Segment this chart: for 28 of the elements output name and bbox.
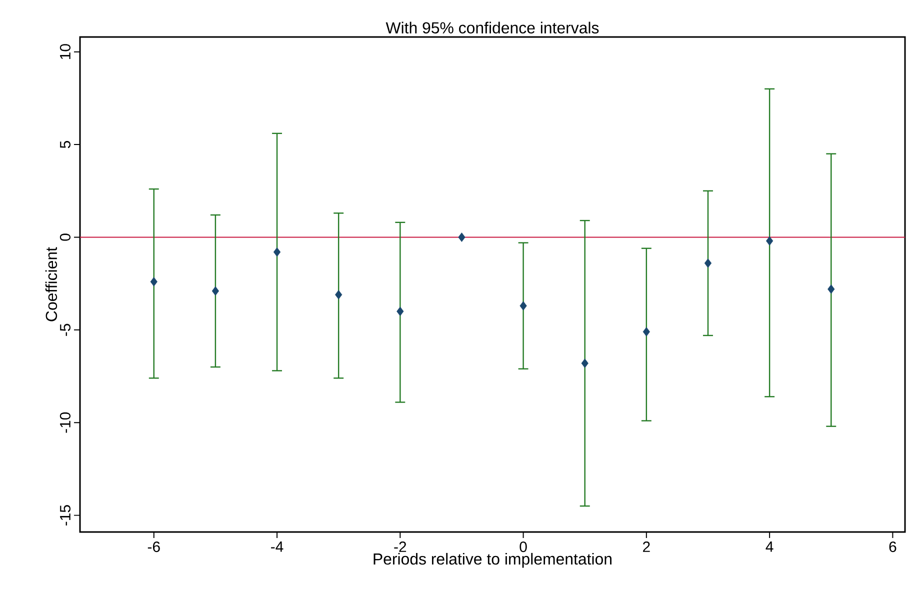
x-tick-label: 2 — [643, 541, 650, 552]
y-tick-label: 0 — [60, 234, 70, 241]
x-tick-label: 0 — [520, 541, 527, 552]
point — [642, 327, 650, 336]
y-tick-label: 5 — [60, 140, 70, 148]
point — [704, 258, 712, 268]
y-axis-title: Coefficient — [45, 247, 58, 322]
x-axis-title: Periods relative to implementation — [374, 552, 612, 568]
y-tick-label: 10 — [60, 44, 70, 59]
point — [520, 301, 527, 310]
chart-title: With 95% confidence intervals — [386, 22, 599, 34]
x-tick-label: -2 — [394, 541, 406, 552]
y-tick-label: -10 — [60, 412, 70, 433]
point — [396, 306, 404, 316]
point — [581, 358, 588, 368]
x-tick-label: -4 — [271, 542, 284, 552]
point — [766, 236, 774, 246]
x-tick-label: 4 — [766, 542, 774, 552]
y-tick-label: -5 — [60, 324, 70, 336]
point — [212, 286, 220, 296]
point — [273, 247, 281, 257]
y-tick-label: -15 — [60, 505, 70, 526]
x-tick-label: -6 — [148, 541, 160, 552]
point — [458, 232, 466, 242]
point — [150, 277, 158, 286]
x-tick-label: 6 — [889, 541, 896, 552]
point — [828, 284, 835, 294]
point — [335, 290, 342, 300]
